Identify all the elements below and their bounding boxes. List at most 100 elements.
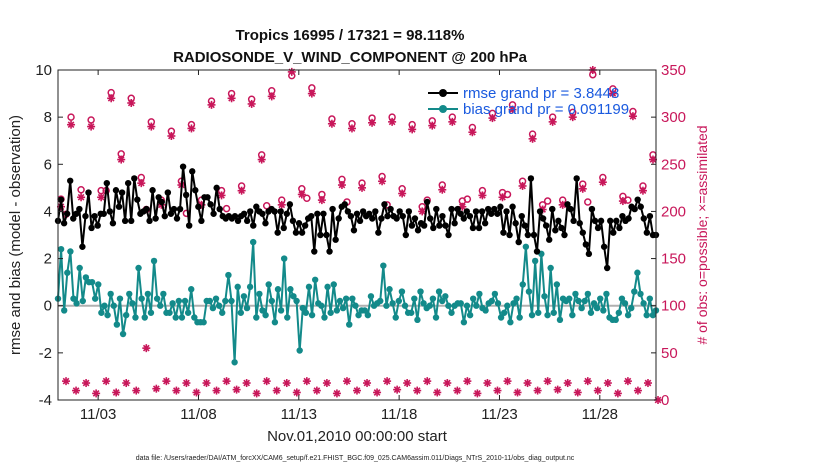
bias-point: [550, 309, 557, 316]
rmse-point: [427, 215, 434, 222]
bias-point: [637, 290, 644, 298]
rmse-point: [179, 163, 187, 170]
rmse-point: [530, 231, 538, 239]
bias-point: [132, 314, 139, 321]
bias-point: [107, 290, 114, 298]
bias-point: [110, 302, 117, 309]
rmse-point: [484, 205, 492, 213]
bias-point: [500, 309, 508, 316]
rmse-point: [481, 220, 489, 227]
legend-rmse-marker: [439, 89, 447, 97]
bias-point: [569, 311, 576, 319]
bias-point: [581, 297, 588, 305]
rmse-point: [308, 212, 315, 220]
bias-point: [191, 314, 198, 321]
rmse-point: [356, 217, 364, 225]
bias-point: [333, 307, 341, 314]
assimilated-obs-marker: [117, 155, 126, 164]
rmse-point: [85, 189, 92, 196]
bias-point: [448, 309, 455, 316]
rmse-point: [640, 215, 647, 222]
left-y-axis: -4 -2 0 2 4 6 8 10: [35, 62, 63, 409]
bias-point: [439, 297, 446, 305]
assimilated-obs-marker: [353, 386, 361, 395]
bias-point: [243, 304, 251, 312]
title-group: Tropics 16995 / 17321 = 98.118% RADIOSON…: [173, 27, 528, 66]
assimilated-obs-marker: [633, 386, 642, 395]
assimilated-obs-marker: [603, 379, 612, 388]
rmse-point: [506, 231, 513, 239]
rmse-series: [54, 163, 660, 272]
bias-point: [82, 274, 90, 281]
left-tick-label: 10: [35, 62, 52, 79]
bias-point: [256, 290, 263, 298]
rmse-point: [573, 175, 580, 182]
bias-series: [54, 238, 660, 366]
assimilated-obs-marker: [503, 377, 512, 386]
bias-point: [575, 297, 582, 305]
bias-point: [411, 295, 418, 302]
assimilated-obs-marker: [182, 379, 191, 388]
bias-point: [160, 290, 167, 298]
bias-point: [178, 314, 186, 321]
assimilated-obs-marker: [423, 377, 432, 386]
assimilated-obs-marker: [72, 386, 81, 395]
rmse-point: [643, 229, 651, 236]
bias-point: [364, 311, 372, 319]
bias-point: [175, 297, 183, 305]
rmse-point: [558, 224, 565, 232]
assimilated-obs-marker: [252, 389, 261, 398]
chart-subtitle: RADIOSONDE_V_WIND_COMPONENT @ 200 hPa: [173, 49, 528, 66]
assimilated-obs-marker: [448, 117, 457, 126]
bias-point: [535, 309, 542, 316]
bias-point: [398, 288, 406, 295]
assimilated-obs-marker: [82, 379, 91, 388]
bias-point: [414, 316, 421, 324]
possible-obs-marker: [543, 197, 552, 205]
assimilated-obs-marker: [643, 379, 652, 388]
bias-point: [603, 290, 610, 298]
bias-point: [262, 311, 269, 319]
bias-point: [91, 295, 99, 302]
bias-point: [615, 309, 623, 316]
bias-point: [305, 283, 313, 291]
rmse-point: [247, 208, 254, 215]
x-axis-label: Nov.01,2010 00:00:00 start: [267, 428, 448, 445]
obs-layer: [57, 66, 663, 404]
bias-point: [206, 297, 214, 305]
bias-point: [460, 319, 468, 326]
rmse-point: [588, 205, 596, 213]
assimilated-obs-marker: [107, 94, 116, 103]
assimilated-obs-marker: [152, 384, 161, 393]
bias-point: [367, 293, 375, 300]
rmse-point: [143, 205, 150, 213]
rmse-point: [527, 175, 535, 182]
assimilated-obs-marker: [257, 155, 266, 164]
rmse-point: [314, 210, 321, 217]
assimilated-obs-marker: [347, 124, 356, 133]
rmse-point: [607, 217, 614, 225]
bias-point: [578, 304, 585, 312]
bias-point: [268, 297, 275, 305]
rmse-point: [552, 227, 559, 234]
rmse-point: [118, 189, 126, 196]
bias-point: [628, 304, 635, 312]
rmse-point: [555, 217, 562, 225]
right-tick-label: 250: [661, 156, 686, 173]
bias-point: [516, 314, 523, 321]
assimilated-obs-marker: [428, 121, 437, 130]
left-tick-label: 6: [44, 156, 52, 173]
bias-point: [618, 295, 626, 302]
assimilated-obs-marker: [513, 388, 522, 397]
bias-point: [513, 295, 520, 302]
bias-point: [507, 319, 514, 326]
rmse-point: [442, 222, 449, 229]
rmse-point: [448, 205, 455, 213]
rmse-point: [457, 210, 464, 217]
rmse-point: [399, 212, 406, 220]
assimilated-obs-marker: [287, 67, 296, 76]
possible-obs-marker: [67, 113, 75, 121]
bias-point: [352, 302, 359, 309]
assimilated-obs-marker: [172, 386, 181, 395]
possible-obs-marker: [584, 198, 592, 206]
